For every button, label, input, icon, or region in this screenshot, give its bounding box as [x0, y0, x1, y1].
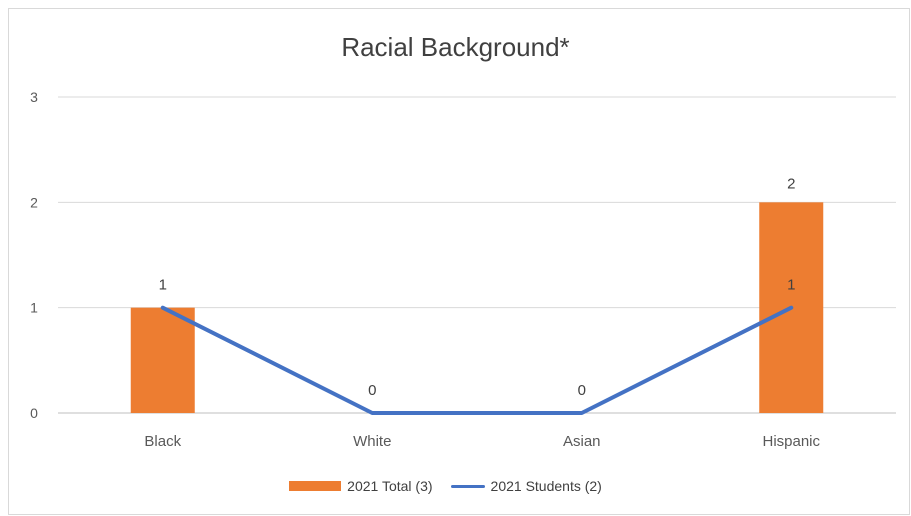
line-data-label: 0 — [368, 382, 376, 399]
bar-data-label: 2 — [787, 175, 795, 192]
y-tick-label: 1 — [30, 300, 38, 316]
y-tick-label: 3 — [30, 89, 38, 105]
legend-line-swatch — [450, 484, 485, 488]
line-data-label: 1 — [787, 277, 795, 294]
legend-bar-swatch — [289, 481, 342, 491]
x-tick-label-white: White — [353, 433, 391, 450]
line-data-label: 0 — [578, 382, 586, 399]
legend: 2021 Total (3) 2021 Students (2) — [0, 478, 901, 494]
legend-item-students: 2021 Students (2) — [450, 478, 602, 494]
legend-label-students: 2021 Students (2) — [490, 478, 602, 494]
bar-black — [130, 307, 195, 413]
x-tick-label-asian: Asian — [563, 433, 601, 450]
legend-label-total: 2021 Total (3) — [347, 478, 433, 494]
chart-title: Racial Background* — [341, 32, 570, 62]
y-tick-label: 2 — [30, 194, 38, 210]
y-tick-label: 0 — [30, 405, 38, 421]
x-tick-label-black: Black — [144, 433, 181, 450]
x-tick-label-hispanic: Hispanic — [762, 433, 820, 450]
line-data-label: 1 — [159, 277, 167, 294]
legend-item-total: 2021 Total (3) — [289, 478, 433, 494]
line-series-students — [160, 305, 794, 415]
